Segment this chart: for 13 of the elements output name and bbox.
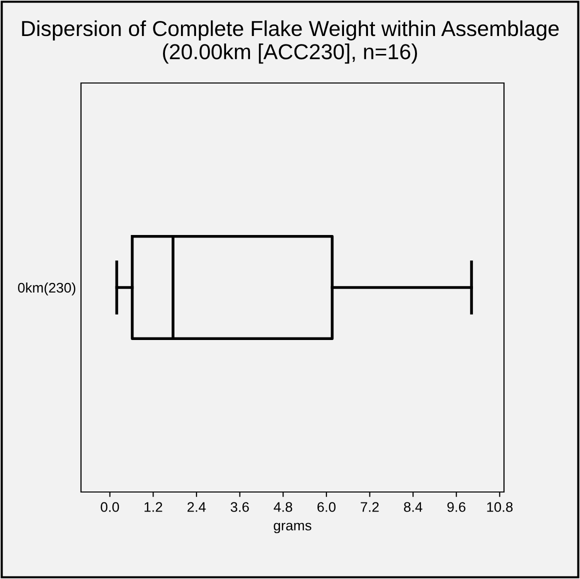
x-tick-label: 8.4 xyxy=(404,502,422,512)
text: 0.0 xyxy=(100,502,119,512)
x-tick-label: 3.6 xyxy=(230,502,249,512)
x-axis-title: grams xyxy=(274,522,312,534)
x-tick-label: 7.2 xyxy=(360,502,379,512)
x-tick-label: 10.8 xyxy=(487,502,513,512)
x-tick-label: 4.8 xyxy=(274,502,292,512)
x-tick-label: 9.6 xyxy=(447,502,466,512)
chart-title: Dispersion of Complete Flake Weight within Assemblage (20.00km [ACC230], n=16) xyxy=(22,20,559,64)
y-tick-label: 0km(230) xyxy=(18,282,76,296)
x-tick-label: 1.2 xyxy=(144,502,162,512)
x-tick-label: 2.4 xyxy=(188,502,206,512)
text: 6.0 xyxy=(317,502,336,512)
